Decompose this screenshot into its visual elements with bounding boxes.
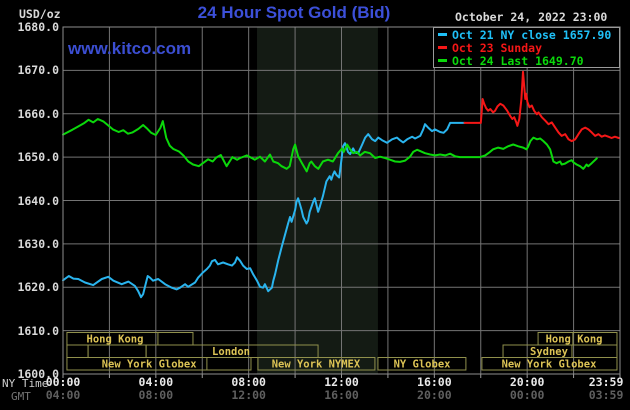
gmt-row-label: GMT — [11, 390, 31, 403]
session-label: New York NYMEX — [272, 358, 361, 370]
y-axis-tick-label: 1600.0 — [17, 367, 59, 381]
y-axis-tick-label: 1670.0 — [17, 63, 59, 78]
session-label: Sydney — [530, 346, 569, 358]
x-axis-ny-label: 00:00 — [45, 375, 81, 389]
ny-time-row-label: NY Time — [2, 377, 49, 390]
chart-datetime: October 24, 2022 23:00 — [455, 10, 608, 24]
series-line-0 — [62, 121, 466, 299]
x-axis-ny-label: 20:00 — [509, 375, 545, 389]
session-box — [87, 344, 147, 358]
session-box — [377, 357, 467, 371]
y-axis-tick-label: 1650.0 — [17, 150, 59, 165]
plot-border — [62, 26, 621, 375]
y-axis-tick-label: 1620.0 — [17, 280, 59, 295]
y-axis-tick-label: 1660.0 — [17, 106, 59, 121]
x-axis-gmt-label: 04:00 — [45, 388, 81, 402]
session-label: London — [212, 346, 250, 358]
session-label: Hong Kong — [546, 333, 603, 345]
y-axis-tick-label: 1640.0 — [17, 193, 59, 208]
x-axis-ny-label: 12:00 — [324, 375, 359, 389]
x-axis-gmt-label: 03:59 — [588, 388, 624, 402]
x-axis-ny-label: 23:59 — [588, 375, 624, 389]
legend-marker-dash — [438, 46, 447, 49]
legend-item: Oct 24 Last 1649.70 — [438, 55, 619, 68]
session-box — [481, 357, 618, 371]
y-axis-units-label: USD/oz — [19, 7, 61, 21]
legend: Oct 21 NY close 1657.90 Oct 23 Sunday Oct … — [433, 27, 620, 68]
legend-item-label: Oct 23 Sunday — [452, 41, 543, 55]
legend-item-label: Oct 24 Last 1649.70 — [452, 54, 584, 68]
page-title: 24 Hour Spot Gold (Bid) — [197, 3, 391, 22]
session-box — [66, 357, 252, 371]
x-axis-ny-label: 08:00 — [231, 375, 266, 389]
x-axis-gmt-label: 16:00 — [324, 388, 359, 402]
session-label: New York Globex — [102, 358, 198, 370]
x-axis-gmt-label: 00:00 — [509, 388, 545, 402]
kitco-watermark-link[interactable]: www.kitco.com — [68, 39, 192, 58]
legend-item: Oct 23 Sunday — [438, 42, 619, 55]
x-axis-gmt-label: 12:00 — [231, 388, 266, 402]
series-line-1 — [463, 70, 620, 143]
session-label: NY Globex — [394, 358, 452, 370]
x-axis-ny-label: 04:00 — [138, 375, 174, 389]
y-axis-tick-label: 1680.0 — [17, 20, 59, 34]
legend-item: Oct 21 NY close 1657.90 — [438, 29, 619, 42]
y-axis-tick-label: 1610.0 — [17, 323, 59, 338]
series-line-2 — [62, 118, 598, 173]
session-label: Hong Kong — [87, 333, 144, 345]
legend-item-label: Oct 21 NY close 1657.90 — [452, 28, 612, 42]
legend-marker-dash — [438, 33, 447, 36]
session-label: New York Globex — [502, 358, 598, 370]
legend-marker-dash — [438, 59, 447, 62]
x-axis-gmt-label: 08:00 — [138, 388, 174, 402]
session-box — [257, 357, 376, 371]
y-axis-tick-label: 1630.0 — [17, 236, 59, 251]
x-axis-gmt-label: 20:00 — [417, 388, 452, 402]
session-box — [66, 344, 89, 358]
x-axis-ny-label: 16:00 — [417, 375, 452, 389]
